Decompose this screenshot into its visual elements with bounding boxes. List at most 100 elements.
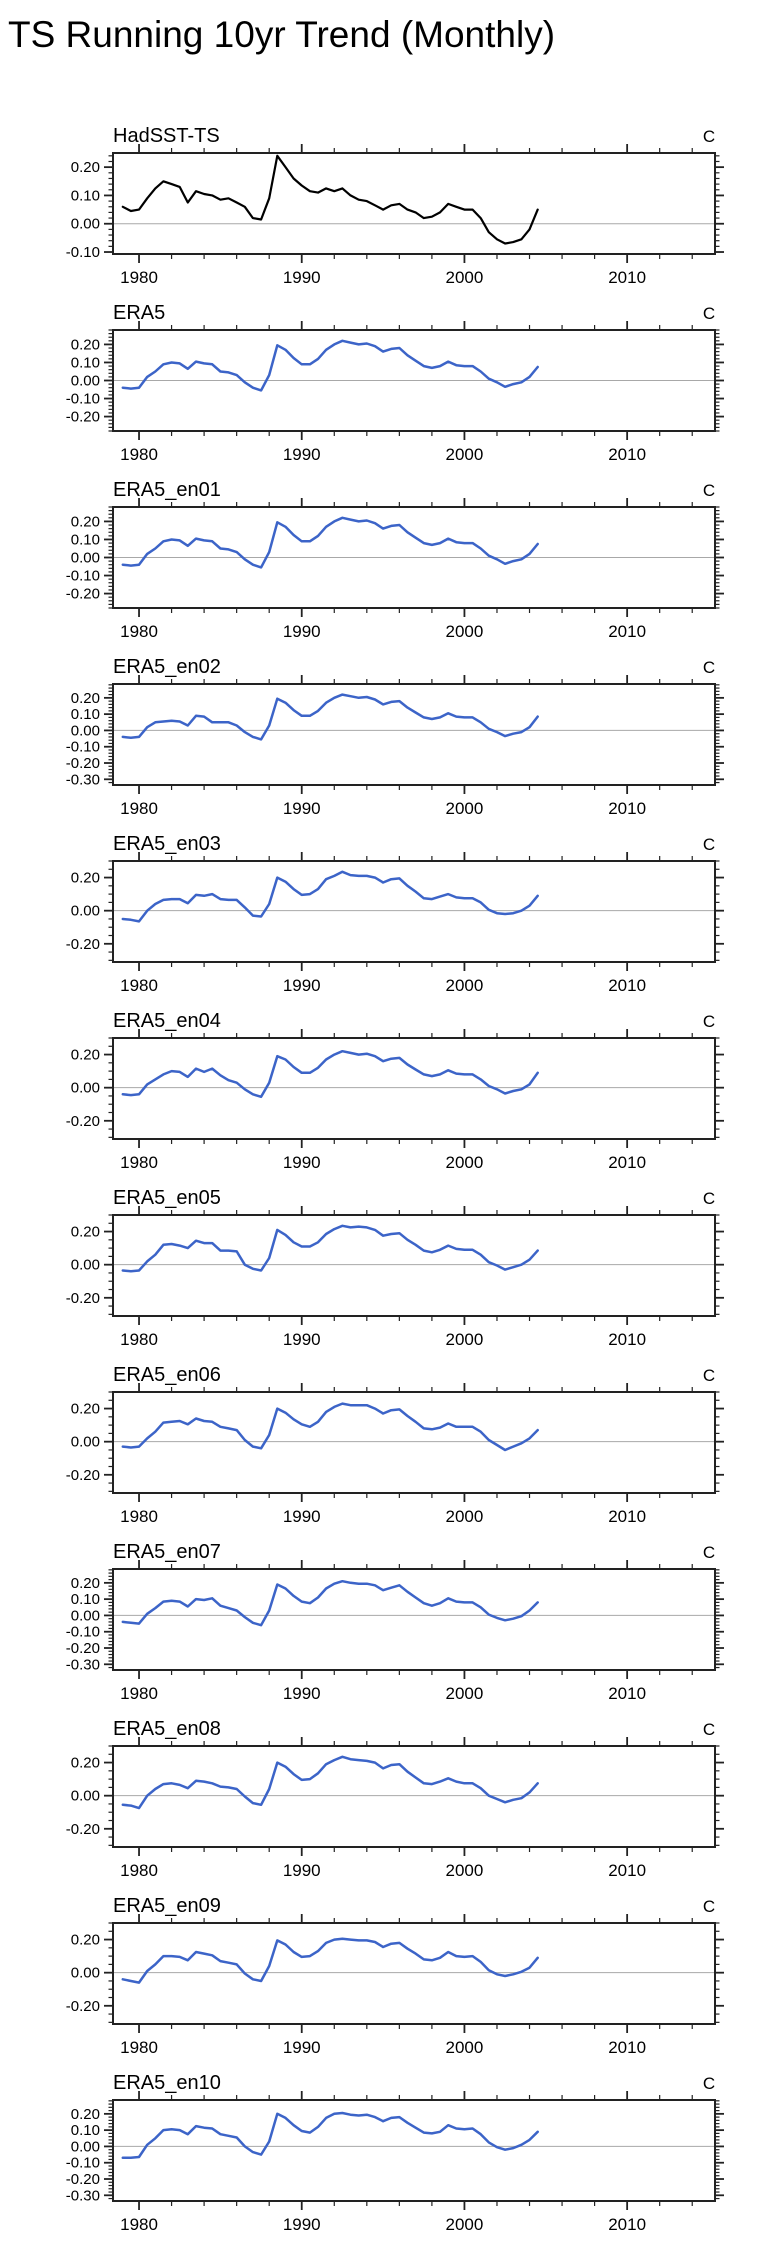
- units-label: C: [703, 1543, 715, 1562]
- trend-line: [121, 693, 539, 741]
- trend-line: [121, 1224, 539, 1273]
- x-tick-label: 1990: [283, 1153, 321, 1172]
- y-tick-label: -0.20: [66, 936, 100, 953]
- y-tick-label: -0.20: [66, 755, 100, 772]
- y-tick-label: -0.20: [66, 409, 100, 426]
- trend-line: [121, 1049, 539, 1099]
- units-label: C: [703, 304, 715, 323]
- y-tick-label: -0.10: [66, 568, 100, 585]
- panel-title: ERA5_en07: [113, 1541, 221, 1563]
- panel-title: ERA5_en05: [113, 1187, 221, 1209]
- x-tick-label: 2000: [446, 1861, 484, 1880]
- x-tick-label: 2010: [608, 976, 646, 995]
- units-label: C: [703, 1189, 715, 1208]
- y-tick-label: 0.00: [71, 1434, 100, 1451]
- chart-panel: 1980 1990 2000 2010 0.20 0.00 -0.20 ERA5_en06 C: [66, 1364, 724, 1526]
- x-tick-label: 2000: [446, 622, 484, 641]
- chart-panel: 1980 1990 2000 2010 0.200.10 0.00-0.10-0.20 ER…: [66, 302, 724, 464]
- x-tick-label: 1980: [120, 1507, 158, 1526]
- units-label: C: [703, 481, 715, 500]
- y-tick-label: 0.10: [71, 531, 100, 548]
- chart-panel: 1980 1990 2000 2010 0.200.100.00-0.10-0.20-0…: [66, 1541, 724, 1703]
- x-tick-label: 1980: [120, 799, 158, 818]
- panel-title: HadSST-TS: [113, 125, 220, 147]
- y-tick-label: -0.20: [66, 1467, 100, 1484]
- y-tick-label: -0.20: [66, 586, 100, 603]
- y-tick-label: 0.20: [71, 513, 100, 530]
- chart-panel: 1980 1990 2000 2010 0.20 0.10 0.00 -0.10 HadSST-…: [66, 125, 724, 287]
- x-tick-label: 1980: [120, 445, 158, 464]
- x-tick-label: 1990: [283, 799, 321, 818]
- y-tick-label: -0.20: [66, 1640, 100, 1657]
- x-tick-label: 1990: [283, 622, 321, 641]
- plot-frame: [112, 2099, 716, 2202]
- y-tick-label: 0.10: [71, 187, 100, 204]
- panel-title: ERA5_en10: [113, 2072, 221, 2094]
- y-tick-label: 0.10: [71, 706, 100, 723]
- x-tick-label: 1990: [283, 1861, 321, 1880]
- plot-frame: [112, 1745, 716, 1848]
- x-tick-label: 1980: [120, 1153, 158, 1172]
- x-tick-label: 2000: [446, 445, 484, 464]
- x-tick-label: 1990: [283, 1684, 321, 1703]
- units-label: C: [703, 2074, 715, 2093]
- y-tick-label: -0.10: [66, 1624, 100, 1641]
- x-tick-label: 2000: [446, 2038, 484, 2057]
- x-tick-label: 1980: [120, 1684, 158, 1703]
- y-tick-label: 0.00: [71, 2138, 100, 2155]
- x-tick-label: 2010: [608, 2038, 646, 2057]
- x-tick-label: 1980: [120, 2038, 158, 2057]
- trend-line: [121, 870, 539, 923]
- y-tick-label: -0.10: [66, 2155, 100, 2172]
- panels-container: 1980 1990 2000 2010 0.20 0.10 0.00 -0.10 HadSST-…: [0, 117, 760, 2241]
- y-tick-label: 0.20: [71, 690, 100, 707]
- y-tick-label: -0.10: [66, 391, 100, 408]
- y-tick-label: -0.20: [66, 2171, 100, 2188]
- chart-panel: 1980 1990 2000 2010 0.200.100.00-0.10-0.20-0…: [66, 656, 724, 818]
- y-tick-label: 0.20: [71, 1047, 100, 1064]
- units-label: C: [703, 835, 715, 854]
- x-tick-label: 1990: [283, 268, 321, 287]
- chart-panel: 1980 1990 2000 2010 0.200.10 0.00-0.10-0.20 ER…: [66, 479, 724, 641]
- x-tick-label: 2010: [608, 1507, 646, 1526]
- x-tick-label: 2010: [608, 799, 646, 818]
- y-tick-label: 0.10: [71, 354, 100, 371]
- units-label: C: [703, 127, 715, 146]
- y-tick-label: 0.00: [71, 1607, 100, 1624]
- x-tick-label: 2010: [608, 1330, 646, 1349]
- y-tick-label: 0.10: [71, 1591, 100, 1608]
- y-tick-label: 0.20: [71, 1755, 100, 1772]
- y-tick-label: -0.30: [66, 771, 100, 788]
- x-tick-label: 2010: [608, 1861, 646, 1880]
- chart-panel: 1980 1990 2000 2010 0.20 0.00 -0.20 ERA5_en08 C: [66, 1718, 724, 1880]
- y-tick-label: 0.20: [71, 2106, 100, 2123]
- units-label: C: [703, 658, 715, 677]
- y-tick-label: 0.20: [71, 1401, 100, 1418]
- units-label: C: [703, 1012, 715, 1031]
- x-tick-label: 1990: [283, 445, 321, 464]
- y-tick-label: 0.00: [71, 1788, 100, 1805]
- trend-line: [121, 1937, 539, 1984]
- plot-frame: [112, 1214, 716, 1317]
- x-tick-label: 1990: [283, 1330, 321, 1349]
- x-tick-label: 2000: [446, 1507, 484, 1526]
- chart-panel: 1980 1990 2000 2010 0.20 0.00 -0.20 ERA5_en09 C: [66, 1895, 724, 2057]
- trend-line: [121, 2111, 539, 2160]
- y-tick-label: 0.20: [71, 1575, 100, 1592]
- y-tick-label: 0.00: [71, 903, 100, 920]
- trend-line: [121, 516, 539, 569]
- panel-title: ERA5_en09: [113, 1895, 221, 1917]
- x-tick-label: 2010: [608, 622, 646, 641]
- x-tick-label: 2000: [446, 268, 484, 287]
- units-label: C: [703, 1366, 715, 1385]
- plot-frame: [112, 860, 716, 963]
- plot-frame: [112, 1922, 716, 2025]
- chart-panel: 1980 1990 2000 2010 0.20 0.00 -0.20 ERA5_en05 C: [66, 1187, 724, 1349]
- panel-title: ERA5: [113, 302, 165, 324]
- y-tick-label: 0.00: [71, 1965, 100, 1982]
- y-tick-label: -0.10: [66, 739, 100, 756]
- y-tick-label: 0.00: [71, 1080, 100, 1097]
- x-tick-label: 1980: [120, 1330, 158, 1349]
- x-tick-label: 2000: [446, 976, 484, 995]
- x-tick-label: 2010: [608, 1684, 646, 1703]
